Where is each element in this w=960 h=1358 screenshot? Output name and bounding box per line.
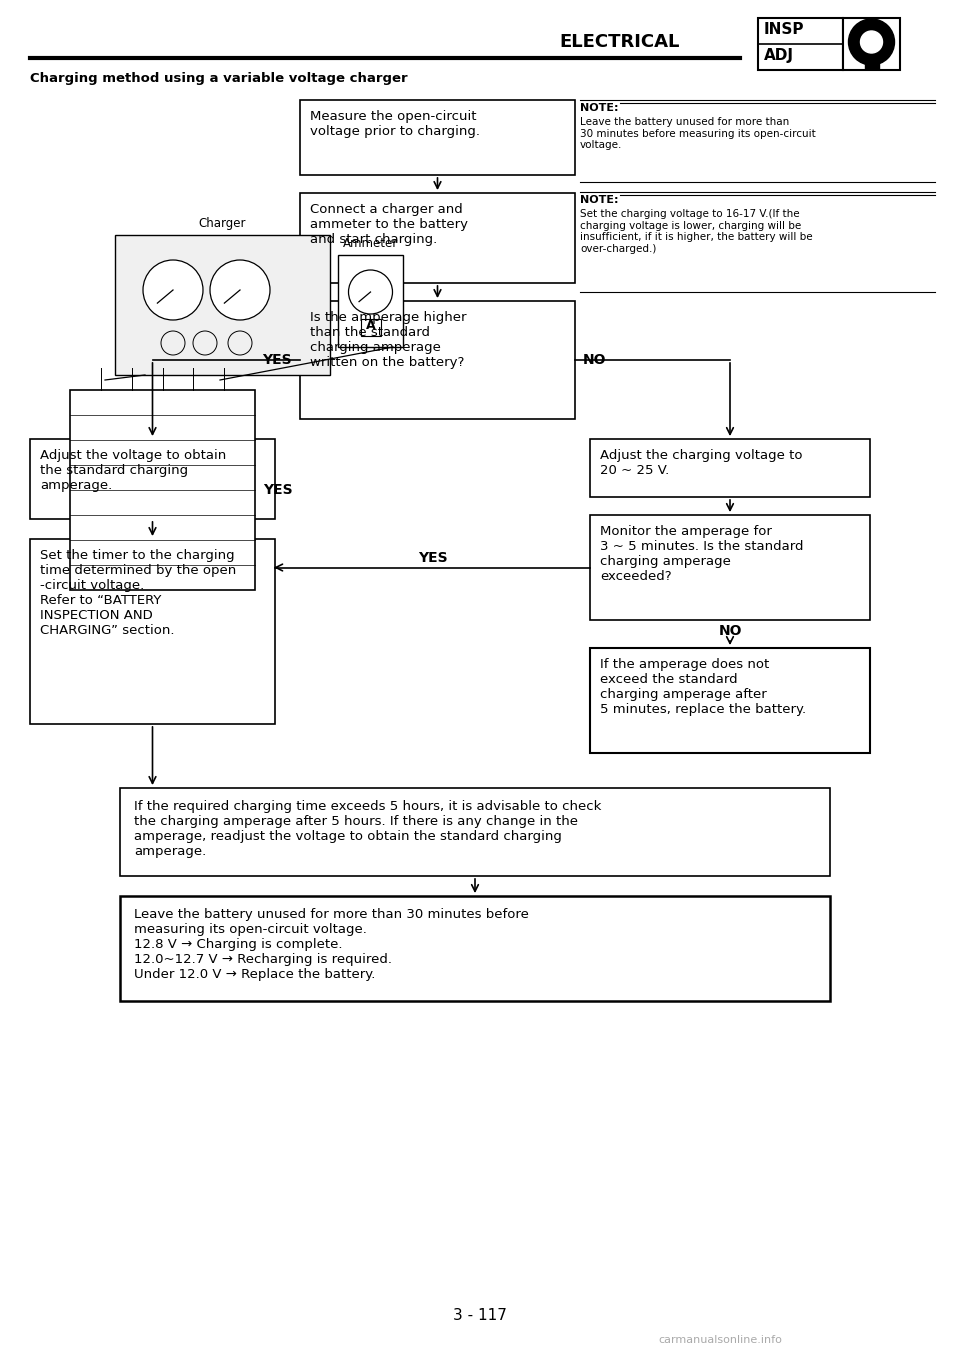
Text: carmanualsonline.info: carmanualsonline.info [658, 1335, 782, 1344]
Bar [30, 439, 275, 519]
Bar [115, 235, 330, 375]
Bar [590, 515, 870, 621]
Text: If the amperage does not
exceed the standard
charging amperage after
5 minutes, : If the amperage does not exceed the stan… [600, 659, 806, 716]
Text: NO: NO [583, 353, 607, 367]
Text: Connect a charger and
ammeter to the battery
and start charging.: Connect a charger and ammeter to the bat… [310, 202, 468, 246]
Bar [865, 61, 878, 69]
Bar [120, 896, 830, 1001]
Text: Charging method using a variable voltage charger: Charging method using a variable voltage… [30, 72, 408, 86]
Bar [300, 193, 575, 282]
Text: ADJ: ADJ [764, 48, 794, 62]
Text: Adjust the voltage to obtain
the standard charging
amperage.: Adjust the voltage to obtain the standar… [40, 449, 227, 492]
Bar [843, 18, 900, 71]
Bar [338, 255, 403, 348]
Text: 3 - 117: 3 - 117 [453, 1308, 507, 1323]
Text: YES: YES [263, 483, 293, 497]
Circle shape [210, 259, 270, 320]
Text: Ammeter: Ammeter [343, 238, 398, 250]
Bar [120, 788, 830, 876]
Circle shape [849, 19, 895, 65]
Text: Set the charging voltage to 16-17 V.(If the
charging voltage is lower, charging : Set the charging voltage to 16-17 V.(If … [580, 209, 812, 254]
Text: Charger: Charger [199, 217, 247, 230]
Text: INSP: INSP [764, 22, 804, 37]
Bar [30, 539, 275, 724]
Text: If the required charging time exceeds 5 hours, it is advisable to check
the char: If the required charging time exceeds 5 … [134, 800, 601, 858]
Text: NO: NO [718, 623, 742, 638]
Text: Is the amperage higher
than the standard
charging amperage
written on the batter: Is the amperage higher than the standard… [310, 311, 467, 369]
Text: Adjust the charging voltage to
20 ~ 25 V.: Adjust the charging voltage to 20 ~ 25 V… [600, 449, 803, 477]
Text: Measure the open-circuit
voltage prior to charging.: Measure the open-circuit voltage prior t… [310, 110, 480, 139]
Bar [590, 648, 870, 752]
Text: NOTE:: NOTE: [580, 103, 618, 113]
Bar [70, 390, 255, 589]
Text: YES: YES [418, 551, 447, 565]
Bar [300, 100, 575, 175]
Text: NOTE:: NOTE: [580, 196, 618, 205]
Bar [300, 301, 575, 420]
Text: YES: YES [262, 353, 292, 367]
Text: Leave the battery unused for more than 30 minutes before
measuring its open-circ: Leave the battery unused for more than 3… [134, 909, 529, 980]
Text: ELECTRICAL: ELECTRICAL [560, 33, 681, 52]
Bar [590, 439, 870, 497]
Circle shape [143, 259, 203, 320]
Text: Leave the battery unused for more than
30 minutes before measuring its open-circ: Leave the battery unused for more than 3… [580, 117, 816, 151]
Bar [361, 319, 380, 335]
Text: A: A [366, 319, 375, 331]
Text: Monitor the amperage for
3 ~ 5 minutes. Is the standard
charging amperage
exceed: Monitor the amperage for 3 ~ 5 minutes. … [600, 526, 804, 583]
Circle shape [860, 31, 882, 53]
Text: Set the timer to the charging
time determined by the open
-circuit voltage.
Refe: Set the timer to the charging time deter… [40, 549, 236, 637]
Bar [758, 18, 843, 71]
Circle shape [348, 270, 393, 314]
